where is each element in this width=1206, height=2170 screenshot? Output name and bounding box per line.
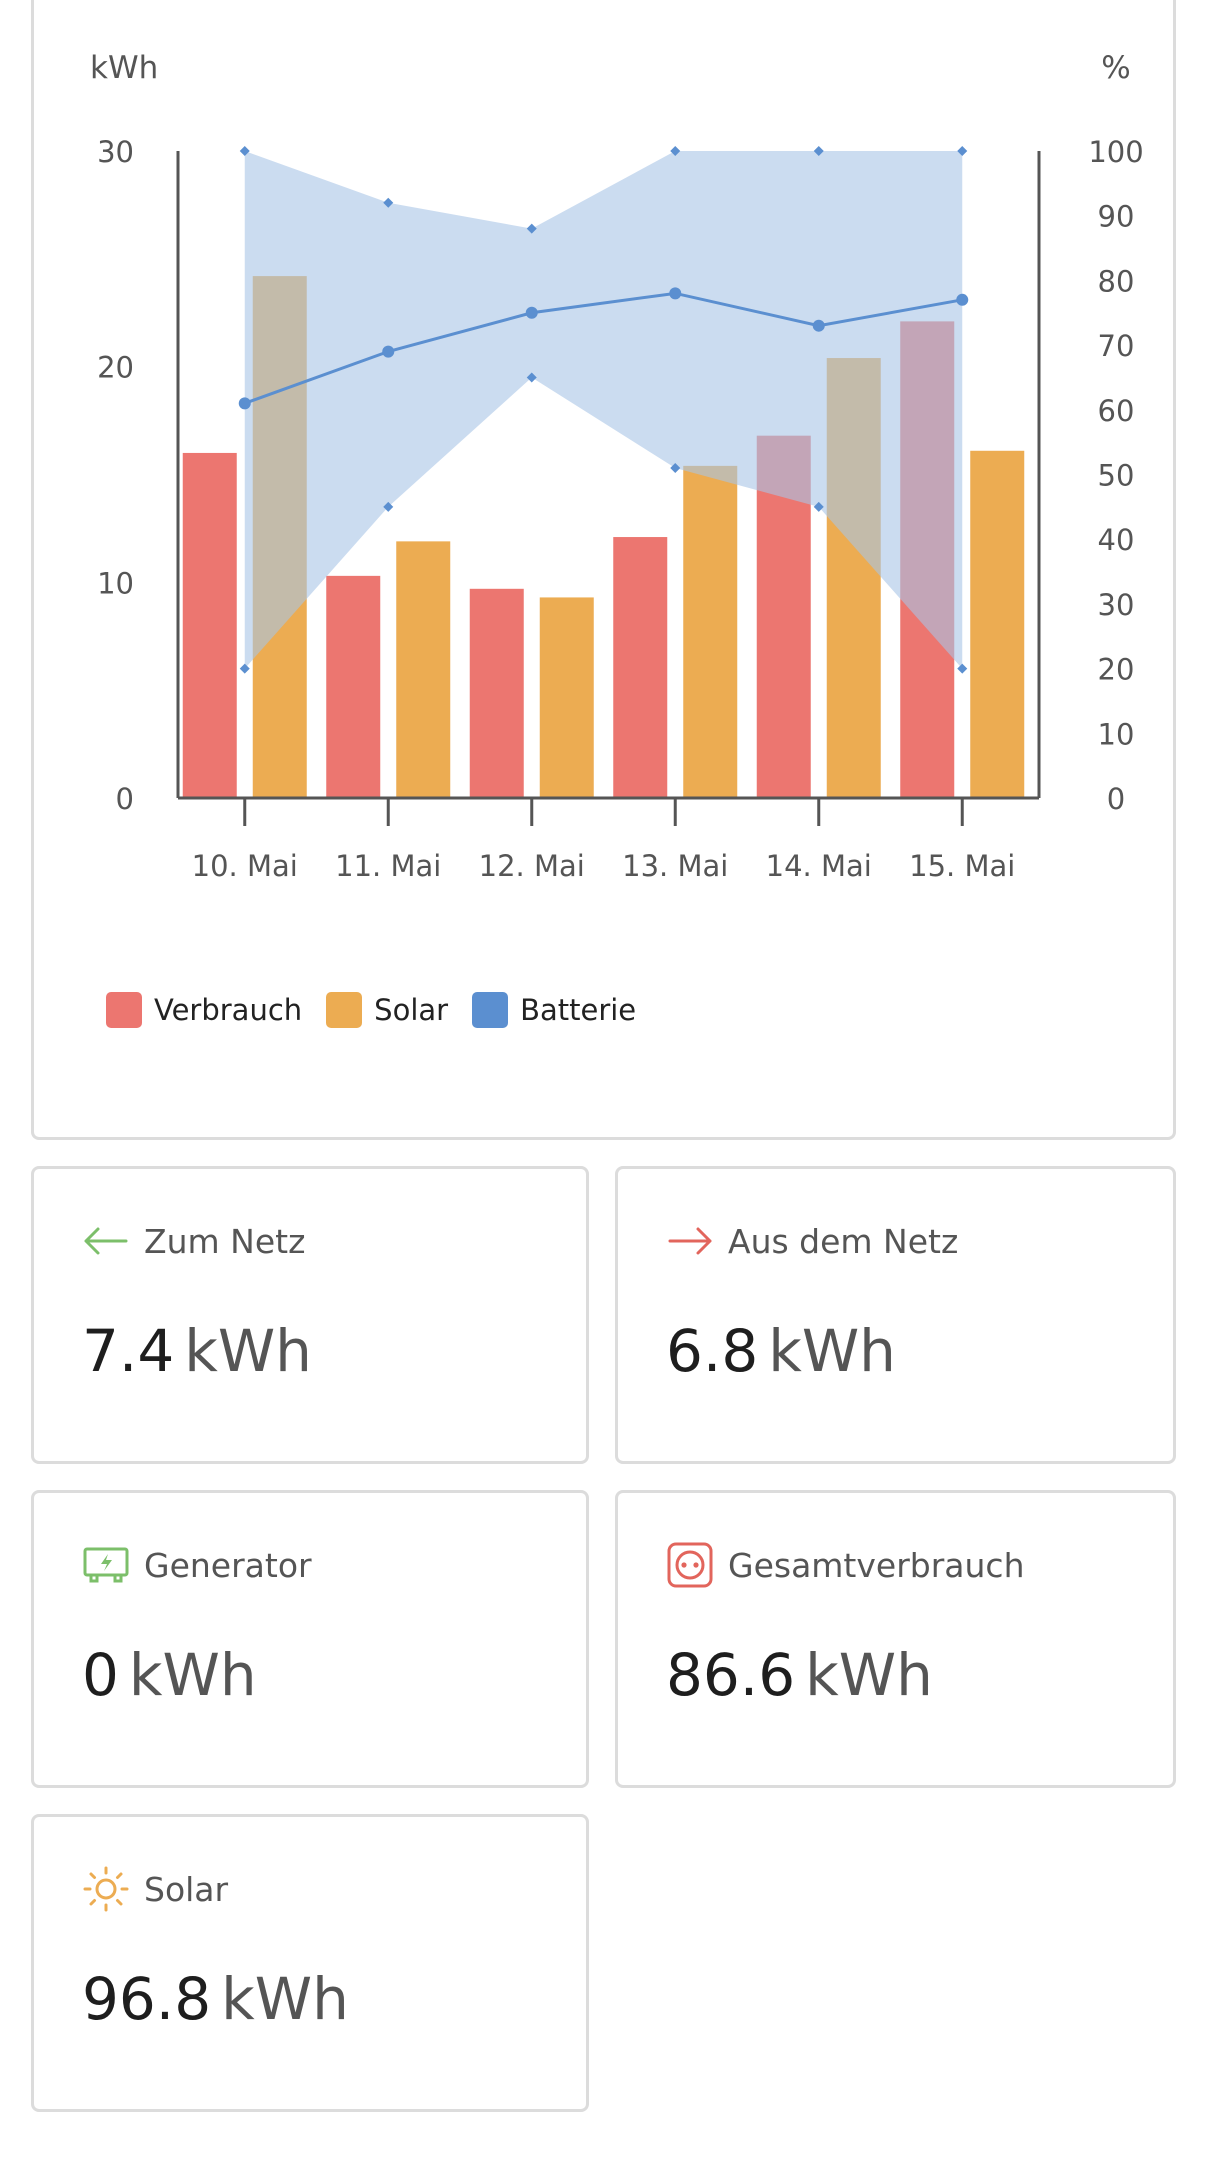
y-right-tick-label: 50 <box>1098 459 1135 493</box>
stat-header: Gesamtverbrauch <box>666 1542 1025 1588</box>
power-outlet-icon <box>666 1542 714 1588</box>
battery-max-marker <box>670 146 681 156</box>
stat-header: Aus dem Netz <box>666 1221 958 1261</box>
stat-header: Generator <box>82 1545 312 1585</box>
battery-max-marker <box>813 146 824 156</box>
battery-point <box>956 293 969 306</box>
battery-min-marker <box>239 663 250 674</box>
battery-min-marker <box>957 663 968 674</box>
battery-min-marker <box>813 501 824 512</box>
stat-unit: kWh <box>221 1965 349 2033</box>
x-tick-label: 11. Mai <box>335 849 441 883</box>
legend-swatch-verbrauch <box>106 992 142 1028</box>
y-right-tick-label: 30 <box>1098 588 1135 622</box>
legend-item-verbrauch[interactable]: Verbrauch <box>106 992 302 1028</box>
y-left-tick-label: 0 <box>116 782 134 816</box>
battery-max-marker <box>526 223 537 234</box>
legend-swatch-solar <box>326 992 363 1028</box>
stat-card-solar[interactable]: Solar 96.8 kWh <box>31 1814 589 2112</box>
y-right-tick-label: 60 <box>1098 394 1135 428</box>
stat-label: Solar <box>144 1869 229 1909</box>
stat-value: 96.8 kWh <box>82 1965 349 2033</box>
battery-max-marker <box>383 197 394 208</box>
bar-verbrauch <box>469 588 524 798</box>
energy-chart-card: 0 10 20 30 0 10 20 30 40 50 60 70 80 90 100 kWh% 10. Mai… <box>31 0 1176 1140</box>
stat-number: 6.8 <box>666 1317 759 1385</box>
sun-icon <box>82 1866 130 1912</box>
stat-unit: kWh <box>184 1317 312 1385</box>
stat-unit: kWh <box>768 1317 896 1385</box>
battery-point <box>812 319 825 332</box>
legend-item-solar[interactable]: Solar <box>326 992 448 1028</box>
stat-label: Zum Netz <box>144 1221 306 1261</box>
chart-legend: Verbrauch Solar Batterie <box>106 992 636 1028</box>
battery-range-band <box>244 151 963 669</box>
y-right-tick-label: 90 <box>1098 200 1135 234</box>
bar-solar <box>396 541 451 798</box>
x-tick-label: 10. Mai <box>192 849 298 883</box>
energy-chart: 0 10 20 30 0 10 20 30 40 50 60 70 80 90 100 kWh % 10. Mai… <box>90 50 1144 883</box>
x-tick-label: 12. Mai <box>479 849 585 883</box>
stat-number: 0 <box>82 1641 119 1709</box>
stat-label: Aus dem Netz <box>728 1221 959 1261</box>
legend-item-batterie[interactable]: Batterie <box>472 992 636 1028</box>
bar-solar <box>683 465 738 798</box>
stat-value: 86.6 kWh <box>666 1641 933 1709</box>
x-tick-label: 13. Mai <box>622 849 728 883</box>
x-tick-label: 14. Mai <box>766 849 872 883</box>
y-right-tick-label: 10 <box>1098 717 1135 751</box>
battery-min-marker <box>670 463 681 474</box>
y-right-tick-label: 70 <box>1098 329 1135 363</box>
stat-value: 0 kWh <box>82 1641 257 1709</box>
stat-card-zum-netz[interactable]: Zum Netz 7.4 kWh <box>31 1166 589 1464</box>
y-left-tick-label: 10 <box>97 566 134 600</box>
stat-number: 86.6 <box>666 1641 796 1709</box>
x-tick-label: 15. Mai <box>909 849 1015 883</box>
y-right-tick-label: 80 <box>1098 264 1135 298</box>
legend-label-solar: Solar <box>374 993 449 1027</box>
y-right-tick-label: 100 <box>1088 135 1143 169</box>
legend-label-verbrauch: Verbrauch <box>154 993 303 1027</box>
bar-solar <box>539 597 594 798</box>
battery-point <box>525 306 538 319</box>
stat-label: Gesamtverbrauch <box>728 1545 1025 1585</box>
y-right-tick-label: 0 <box>1107 782 1125 816</box>
y-left-tick-label: 30 <box>97 135 134 169</box>
stat-unit: kWh <box>128 1641 257 1709</box>
stat-number: 96.8 <box>82 1965 212 2033</box>
y-left-unit-label: kWh <box>90 50 158 86</box>
stat-header: Solar <box>82 1866 229 1912</box>
stat-label: Generator <box>144 1545 312 1585</box>
stat-card-gesamtverbrauch[interactable]: Gesamtverbrauch 86.6 kWh <box>615 1490 1176 1788</box>
y-right-tick-label: 40 <box>1098 523 1135 557</box>
legend-label-batterie: Batterie <box>520 993 637 1027</box>
bar-verbrauch <box>613 537 668 798</box>
battery-point <box>669 287 682 300</box>
legend-swatch-batterie <box>472 992 509 1028</box>
bar-verbrauch <box>326 575 381 798</box>
battery-max-marker <box>957 146 968 156</box>
arrow-left-icon <box>82 1221 130 1261</box>
y-right-tick-label: 20 <box>1098 653 1135 687</box>
battery-min-marker <box>526 372 537 383</box>
generator-icon <box>82 1545 130 1585</box>
battery-max-marker <box>239 146 250 156</box>
y-right-unit-label: % <box>1101 50 1130 86</box>
bar-solar <box>970 450 1025 798</box>
battery-line <box>244 291 963 405</box>
battery-min-marker <box>383 501 394 512</box>
arrow-right-icon <box>666 1221 714 1261</box>
battery-point <box>382 345 395 358</box>
stat-header: Zum Netz <box>82 1221 305 1261</box>
stat-number: 7.4 <box>82 1317 175 1385</box>
stat-unit: kWh <box>805 1641 933 1709</box>
stat-card-aus-dem-netz[interactable]: Aus dem Netz 6.8 kWh <box>615 1166 1176 1464</box>
stat-value: 6.8 kWh <box>666 1317 896 1385</box>
battery-point <box>238 397 251 410</box>
y-left-tick-label: 20 <box>97 351 134 385</box>
stat-value: 7.4 kWh <box>82 1317 312 1385</box>
bar-verbrauch <box>182 452 237 798</box>
stat-card-generator[interactable]: Generator 0 kWh <box>31 1490 589 1788</box>
